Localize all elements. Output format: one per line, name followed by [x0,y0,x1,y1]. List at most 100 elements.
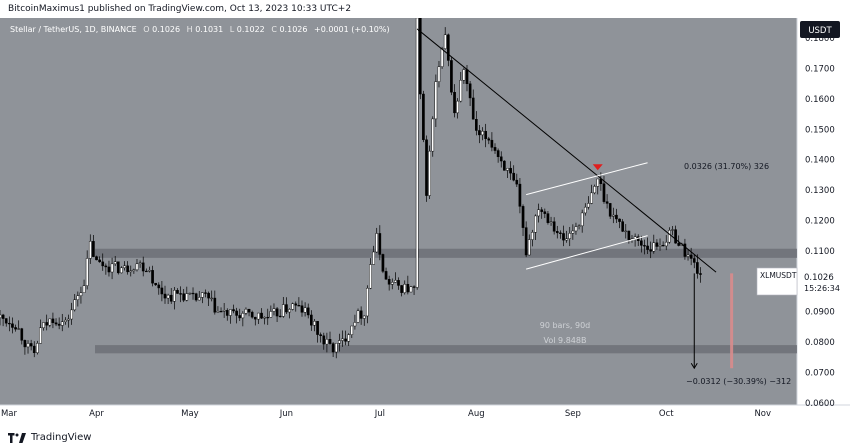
candle-body [319,334,322,337]
candle-body [219,310,223,313]
candle-body [39,327,42,344]
candle-body [602,183,606,202]
candle-body [428,150,431,196]
candle-body [574,226,578,232]
candle-body [216,310,220,313]
candle-body [272,308,276,312]
candle-body [17,328,21,330]
candle-body [512,172,516,181]
candle-body [151,270,154,284]
chart-legend: Stellar / TetherUS, 1D, BINANCE O 0.1026… [10,25,390,34]
candle-body [397,280,400,286]
candle-body [322,335,326,345]
candle-body [369,264,372,289]
candle-body [64,319,67,322]
candle-body [141,262,145,272]
candle-body [412,286,416,288]
measure-down-arrowhead-icon [690,362,698,370]
candle-body [116,261,120,274]
legend-symbol: Stellar / TetherUS, 1D, BINANCE [10,25,137,34]
currency-button[interactable]: USDT [800,21,840,38]
candle-body [303,307,307,313]
candle-body [163,293,167,299]
channel-upper-line [526,162,648,196]
candle-body [527,239,531,256]
candle-body [596,178,600,187]
y-tick-label: 0.0700 [805,368,835,378]
y-tick-label: 0.1300 [805,186,835,196]
brand-footer[interactable]: TradingView [8,432,91,443]
channel-lower-line [526,235,648,270]
candle-body [543,211,547,214]
candle-body [446,34,450,61]
candle-body [618,218,621,222]
candle-body [487,138,491,141]
candle-body [67,318,70,321]
candle-body [1,314,5,319]
candle-body [213,297,217,313]
candle-body [475,119,478,131]
last-price-label: XLMUSDT 0.1026 15:26:34 [756,267,840,296]
candle-body [381,254,385,272]
candle-body [465,69,469,84]
legend-high: 0.1031 [195,25,223,34]
price-chart[interactable]: 0.1800 0.1700 0.1600 0.1500 0.1400 0.1300 0.12… [0,18,850,426]
x-tick-label: Sep [565,409,581,419]
candle-body [350,325,354,335]
candle-body [353,322,357,327]
y-tick-label: 0.1800 [805,34,835,44]
candle-body [674,229,677,244]
candle-body [546,213,550,223]
support-zone [95,345,797,354]
candle-body [232,309,235,312]
candle-body [98,259,101,263]
candle-body [359,310,363,319]
candle-body [347,334,351,342]
candle-body [692,258,696,263]
candle-body [331,343,335,353]
candle-body [222,310,226,312]
candle-body [253,316,257,320]
candle-body [76,295,80,300]
candle-body [506,167,509,171]
candle-body [406,283,410,293]
candle-body [587,203,590,208]
candle-body [275,308,279,317]
candle-body [104,265,108,268]
candle-body [135,263,139,271]
candle-body [387,279,391,285]
candle-body [126,265,129,273]
candle-body [325,339,329,345]
candle-body [503,160,506,171]
candle-body [624,230,628,233]
candle-body [107,266,111,273]
candle-body [521,206,525,228]
candle-body [238,315,242,319]
candle-body [652,242,656,252]
candle-body [356,310,360,323]
candle-body [422,93,425,140]
candle-body [683,243,687,257]
candle-body [686,254,690,257]
candle-body [440,48,444,67]
legend-change: +0.0001 (+0.10%) [314,25,390,34]
candle-body [266,316,270,319]
candle-body [534,215,537,233]
candle-body [179,293,182,295]
brand-name: TradingView [31,432,92,443]
candle-body [88,241,92,259]
candle-body [593,186,596,194]
x-tick-label: Aug [468,409,485,419]
candle-body [668,230,671,243]
candle-body [26,343,30,348]
x-tick-label: Mar [1,409,18,419]
candle-body [562,233,565,241]
candle-body [699,273,702,275]
candle-body [207,292,210,299]
candle-body [605,201,609,204]
candle-body [580,212,584,227]
candle-body [101,261,105,267]
candle-body [281,304,285,317]
candle-body [571,230,575,234]
candle-body [434,81,438,120]
